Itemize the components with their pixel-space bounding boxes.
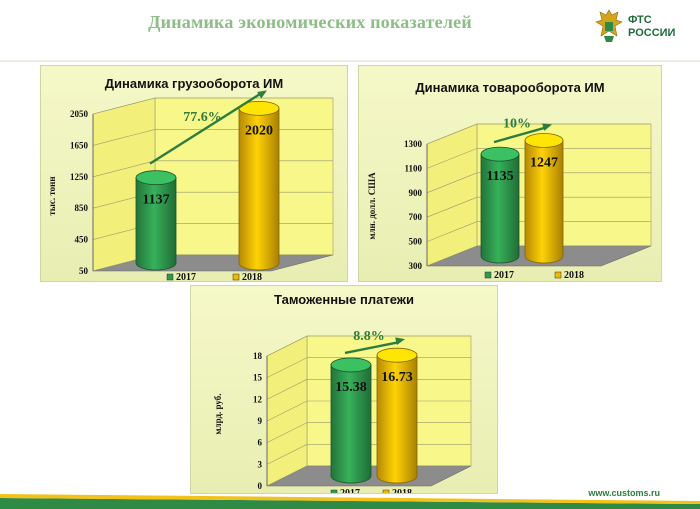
bar-2018 bbox=[524, 140, 564, 264]
data-label: 15.38 bbox=[335, 380, 367, 395]
legend-swatch-2017 bbox=[166, 273, 174, 281]
growth-arrowhead bbox=[395, 337, 405, 346]
logo-line-2: РОССИИ bbox=[628, 27, 676, 39]
data-label: 1135 bbox=[486, 169, 513, 184]
chart-title: Динамика грузооборота ИМ bbox=[104, 76, 284, 91]
bar-top-2017 bbox=[330, 357, 372, 373]
y-axis-label: млн. долл. США bbox=[367, 172, 377, 240]
y-tick-label: 0 bbox=[258, 481, 263, 491]
y-axis-label: тыс. тонн bbox=[47, 176, 57, 215]
legend-swatch-2018 bbox=[554, 271, 562, 279]
bar-top-2017 bbox=[480, 146, 520, 162]
legend-swatch-2018 bbox=[382, 489, 390, 493]
legend-label-2018: 2018 bbox=[242, 272, 262, 281]
y-tick-label: 1650 bbox=[70, 140, 89, 150]
growth-arrow bbox=[344, 340, 400, 355]
chart-panel-trade: Динамика товарооборота ИМ 300 500 700 900 11… bbox=[358, 65, 662, 282]
legend-label-2018: 2018 bbox=[564, 270, 584, 281]
gridline bbox=[426, 148, 651, 169]
y-tick-label: 9 bbox=[258, 416, 263, 426]
header-divider bbox=[0, 60, 700, 62]
fts-logo: ФТС РОССИИ bbox=[594, 6, 694, 52]
data-label: 16.73 bbox=[381, 370, 413, 385]
chart-canvas: 300 500 700 900 1100 1300 млн. долл. США 1135 12… bbox=[367, 116, 652, 281]
bar-top-2018 bbox=[376, 347, 418, 363]
y-tick-label: 450 bbox=[75, 235, 89, 245]
y-tick-label: 50 bbox=[79, 266, 89, 276]
y-tick-label: 3 bbox=[258, 459, 263, 469]
data-label: 2020 bbox=[245, 123, 273, 138]
y-tick-label: 2050 bbox=[70, 109, 89, 119]
gridline bbox=[426, 196, 651, 218]
bar-top-2018 bbox=[524, 133, 564, 148]
gridline bbox=[426, 172, 651, 194]
gridline bbox=[92, 97, 333, 115]
y-tick-label: 1300 bbox=[404, 139, 423, 149]
bar-top-2017 bbox=[135, 170, 177, 186]
chart-panel-cargo: Динамика грузооборота ИМ 50 450 850 1250 165… bbox=[40, 65, 348, 282]
legend-label-2017: 2017 bbox=[340, 488, 360, 493]
legend-swatch-2018 bbox=[232, 273, 240, 281]
gridline bbox=[426, 221, 651, 242]
footer-url: www.customs.ru bbox=[588, 488, 660, 498]
data-label: 1137 bbox=[142, 193, 169, 208]
slide-header: Динамика экономических показателей ФТС Р… bbox=[0, 0, 700, 62]
legend-label-2017: 2017 bbox=[494, 270, 514, 281]
gridline bbox=[266, 335, 471, 357]
eagle-emblem-icon bbox=[595, 9, 623, 42]
footer-bar bbox=[0, 494, 700, 509]
slide-title: Динамика экономических показателей bbox=[148, 12, 472, 32]
bar-2017 bbox=[135, 177, 177, 271]
chart-canvas: 50 450 850 1250 1650 2050 тыс. тонн 1137 2020 77.… bbox=[47, 90, 334, 281]
legend-label-2018: 2018 bbox=[392, 488, 412, 493]
growth-label: 10% bbox=[503, 116, 531, 131]
chart-title: Динамика товарооборота ИМ bbox=[415, 80, 605, 95]
y-tick-label: 12 bbox=[253, 394, 263, 404]
growth-arrowhead bbox=[257, 90, 267, 99]
y-tick-label: 1100 bbox=[404, 163, 422, 173]
y-tick-label: 6 bbox=[258, 438, 263, 448]
growth-label: 77.6% bbox=[183, 110, 222, 125]
growth-label: 8.8% bbox=[353, 329, 385, 344]
logo-line-1: ФТС bbox=[628, 14, 652, 26]
y-tick-label: 500 bbox=[409, 237, 423, 247]
growth-arrow bbox=[149, 92, 262, 165]
chart-panel-payments: Таможенные платежи 0 3 6 9 12 15 18 млрд. руб. 1… bbox=[190, 285, 498, 494]
chart-title: Таможенные платежи bbox=[274, 292, 414, 307]
y-tick-label: 18 bbox=[253, 351, 263, 361]
chart-canvas: 0 3 6 9 12 15 18 млрд. руб. 15.38 16.73 8.8% 2017 20… bbox=[213, 329, 472, 493]
bar-2018 bbox=[376, 354, 418, 484]
bar-2017 bbox=[480, 153, 520, 264]
data-label: 1247 bbox=[530, 155, 558, 170]
y-tick-label: 900 bbox=[409, 188, 423, 198]
growth-arrowhead bbox=[542, 123, 552, 131]
growth-arrow bbox=[493, 126, 547, 144]
y-tick-label: 850 bbox=[75, 203, 89, 213]
chart-side-wall bbox=[426, 123, 478, 267]
y-tick-label: 1250 bbox=[70, 172, 89, 182]
legend-swatch-2017 bbox=[484, 271, 492, 279]
bar-2017 bbox=[330, 364, 372, 484]
gridline bbox=[426, 123, 651, 145]
legend-label-2017: 2017 bbox=[176, 272, 196, 281]
y-axis-label: млрд. руб. bbox=[213, 393, 223, 434]
y-tick-label: 300 bbox=[409, 261, 423, 271]
gridline bbox=[426, 245, 651, 267]
bar-2018 bbox=[238, 107, 280, 271]
y-tick-label: 700 bbox=[409, 212, 423, 222]
legend-swatch-2017 bbox=[330, 489, 338, 493]
y-tick-label: 15 bbox=[253, 373, 263, 383]
